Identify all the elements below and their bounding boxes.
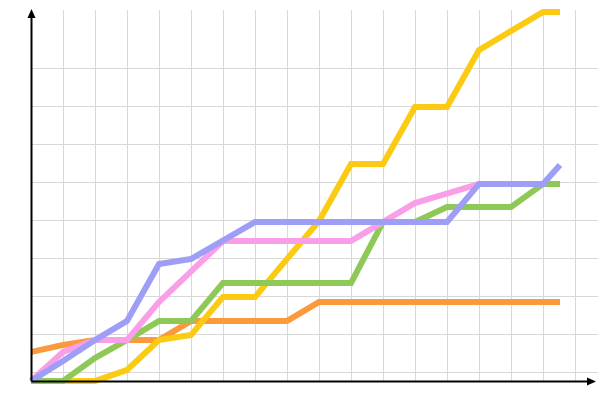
grid-lines-vertical	[31, 10, 576, 381]
axes	[27, 9, 596, 386]
series-line-orange	[30, 299, 560, 355]
y-axis-arrow-icon	[27, 9, 36, 18]
series-group	[28, 9, 563, 384]
x-axis-arrow-icon	[587, 377, 596, 386]
series-line-green	[31, 181, 560, 384]
series-line-yellow	[31, 9, 560, 384]
series-line-purple	[29, 162, 563, 384]
